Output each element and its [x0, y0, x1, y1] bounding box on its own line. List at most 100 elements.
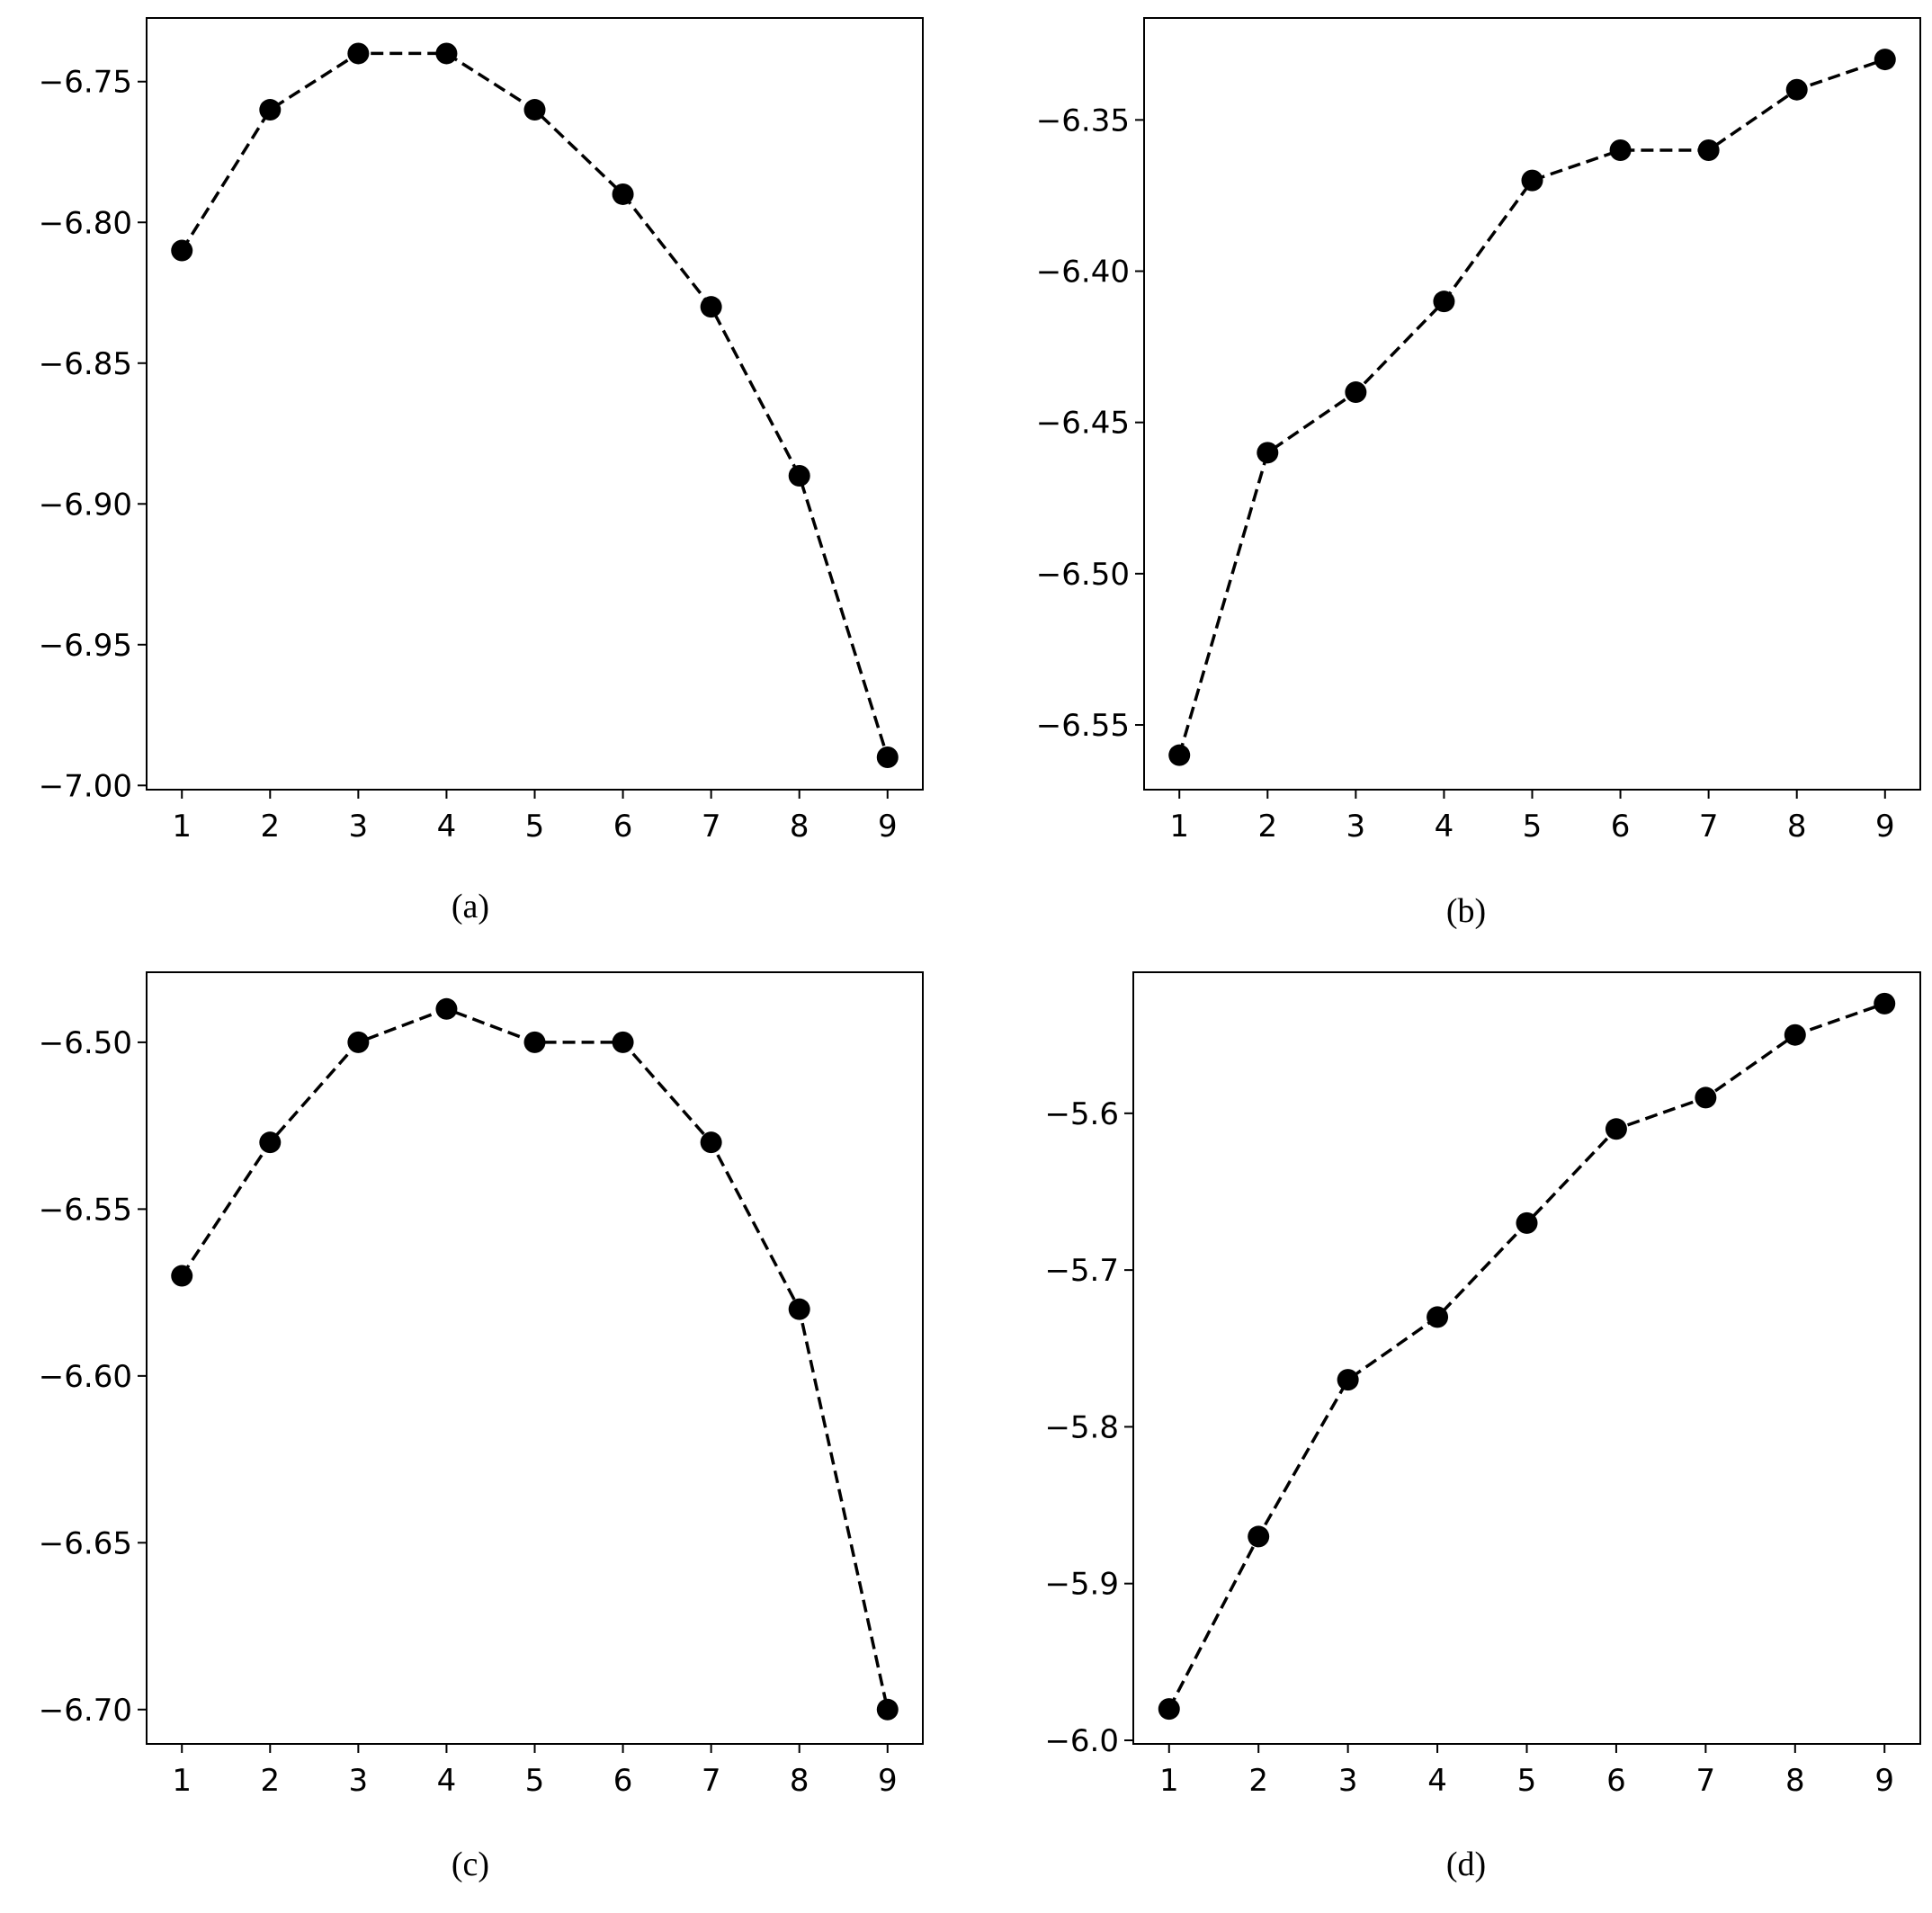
y-tick-label: −6.55 [39, 1192, 132, 1228]
x-tick-label: 8 [1787, 809, 1807, 845]
y-tick-label: −6.50 [39, 1025, 132, 1061]
y-tick-label: −5.6 [1044, 1096, 1119, 1132]
data-point [523, 99, 546, 121]
y-tick-label: −6.35 [1036, 103, 1130, 139]
data-point [1874, 49, 1896, 71]
x-tick-label: 4 [437, 1763, 457, 1799]
x-tick-label: 1 [1159, 1763, 1179, 1799]
y-tick-label: −5.7 [1044, 1253, 1119, 1289]
y-tick-label: −6.40 [1036, 255, 1130, 291]
data-point [1427, 1306, 1449, 1328]
x-tick-label: 5 [1523, 809, 1543, 845]
data-point [347, 42, 370, 65]
panel-caption: (b) [1446, 892, 1486, 930]
x-tick-label: 3 [349, 809, 369, 845]
data-point [1695, 1086, 1717, 1109]
x-tick-label: 7 [1696, 1763, 1716, 1799]
data-point [1248, 1525, 1270, 1548]
data-point [700, 1131, 722, 1154]
y-tick-label: −6.80 [39, 205, 132, 241]
y-tick-label: −6.75 [39, 65, 132, 101]
data-point [435, 997, 458, 1020]
data-point [171, 239, 193, 262]
data-point [1433, 291, 1455, 313]
x-tick-label: 5 [1517, 1763, 1537, 1799]
chart-panel-3: 1 2 3 4 5 6 7 8 9 −6.50 −6.55 −6.60 −6.65 −6.70 (c) [39, 971, 924, 1883]
y-tick-label: −6.50 [1036, 557, 1130, 593]
x-tick-label: 3 [1338, 1763, 1358, 1799]
x-tick-label: 2 [260, 1763, 280, 1799]
y-tick-label: −6.95 [39, 628, 132, 664]
x-tick-label: 2 [260, 809, 280, 845]
data-point [612, 1031, 634, 1053]
data-point [259, 1131, 282, 1154]
y-tick-label: −6.90 [39, 487, 132, 523]
data-point [612, 183, 634, 205]
x-tick-label: 9 [878, 809, 898, 845]
x-tick-label: 2 [1248, 1763, 1268, 1799]
x-tick-label: 3 [349, 1763, 369, 1799]
data-point [876, 1698, 899, 1721]
x-tick-label: 1 [172, 1763, 192, 1799]
data-point [1785, 78, 1808, 101]
x-tick-label: 1 [172, 809, 192, 845]
data-point [1158, 1698, 1180, 1721]
x-tick-label: 4 [1427, 1763, 1447, 1799]
data-point [788, 1298, 810, 1320]
data-point [700, 296, 722, 318]
y-tick-label: −5.8 [1044, 1409, 1119, 1445]
data-point [259, 99, 282, 121]
data-point [1516, 1211, 1538, 1234]
x-tick-label: 3 [1346, 809, 1366, 845]
data-point [435, 42, 458, 65]
y-tick-label: −6.45 [1036, 406, 1130, 442]
y-tick-label: −6.60 [39, 1359, 132, 1395]
y-tick-label: −6.85 [39, 346, 132, 382]
y-tick-label: −6.70 [39, 1693, 132, 1729]
y-tick-label: −6.0 [1044, 1723, 1119, 1759]
series-line [1177, 58, 1886, 756]
data-point [1257, 442, 1279, 464]
data-point [1521, 169, 1543, 192]
data-point [1697, 139, 1720, 161]
data-point [1609, 139, 1632, 161]
data-point [1345, 381, 1367, 404]
x-tick-label: 5 [525, 809, 545, 845]
chart-panel-1: 1 2 3 4 5 6 7 8 9 −6.75 −6.80 −6.85 −6.90 −6.95 −7.00 (… [39, 17, 924, 925]
panel-caption: (d) [1446, 1846, 1486, 1883]
data-point [1605, 1118, 1627, 1140]
chart-panel-2: 1 2 3 4 5 6 7 8 9 −6.35 −6.40 −6.45 −6.50 −6.55 (b) [1036, 17, 1921, 930]
x-tick-label: 2 [1257, 809, 1277, 845]
data-point [876, 746, 899, 769]
x-tick-label: 6 [1611, 809, 1631, 845]
x-tick-label: 7 [702, 1763, 721, 1799]
y-tick-label: −5.9 [1044, 1567, 1119, 1603]
x-tick-label: 1 [1169, 809, 1189, 845]
x-tick-label: 8 [790, 809, 809, 845]
panel-caption: (c) [452, 1846, 489, 1883]
chart-panel-4: 1 2 3 4 5 6 7 8 9 −5.6 −5.7 −5.8 −5.9 −6.0 (d) [1044, 971, 1921, 1883]
data-point [1784, 1024, 1806, 1046]
x-tick-label: 7 [702, 809, 721, 845]
x-tick-label: 5 [525, 1763, 545, 1799]
data-point [171, 1265, 193, 1287]
x-tick-label: 8 [1785, 1763, 1805, 1799]
x-tick-label: 6 [613, 809, 633, 845]
x-tick-label: 6 [1606, 1763, 1626, 1799]
x-tick-label: 4 [437, 809, 457, 845]
x-tick-label: 9 [1875, 809, 1895, 845]
data-point [523, 1031, 546, 1053]
data-point [1337, 1369, 1359, 1391]
x-tick-label: 9 [878, 1763, 898, 1799]
panel-caption: (a) [452, 888, 489, 925]
data-point [1168, 744, 1191, 766]
data-point [788, 464, 810, 487]
data-point [347, 1031, 370, 1053]
x-tick-label: 4 [1435, 809, 1454, 845]
y-tick-label: −6.65 [39, 1525, 132, 1561]
x-tick-label: 6 [613, 1763, 633, 1799]
x-tick-label: 9 [1874, 1763, 1894, 1799]
y-tick-label: −6.55 [1036, 708, 1130, 744]
